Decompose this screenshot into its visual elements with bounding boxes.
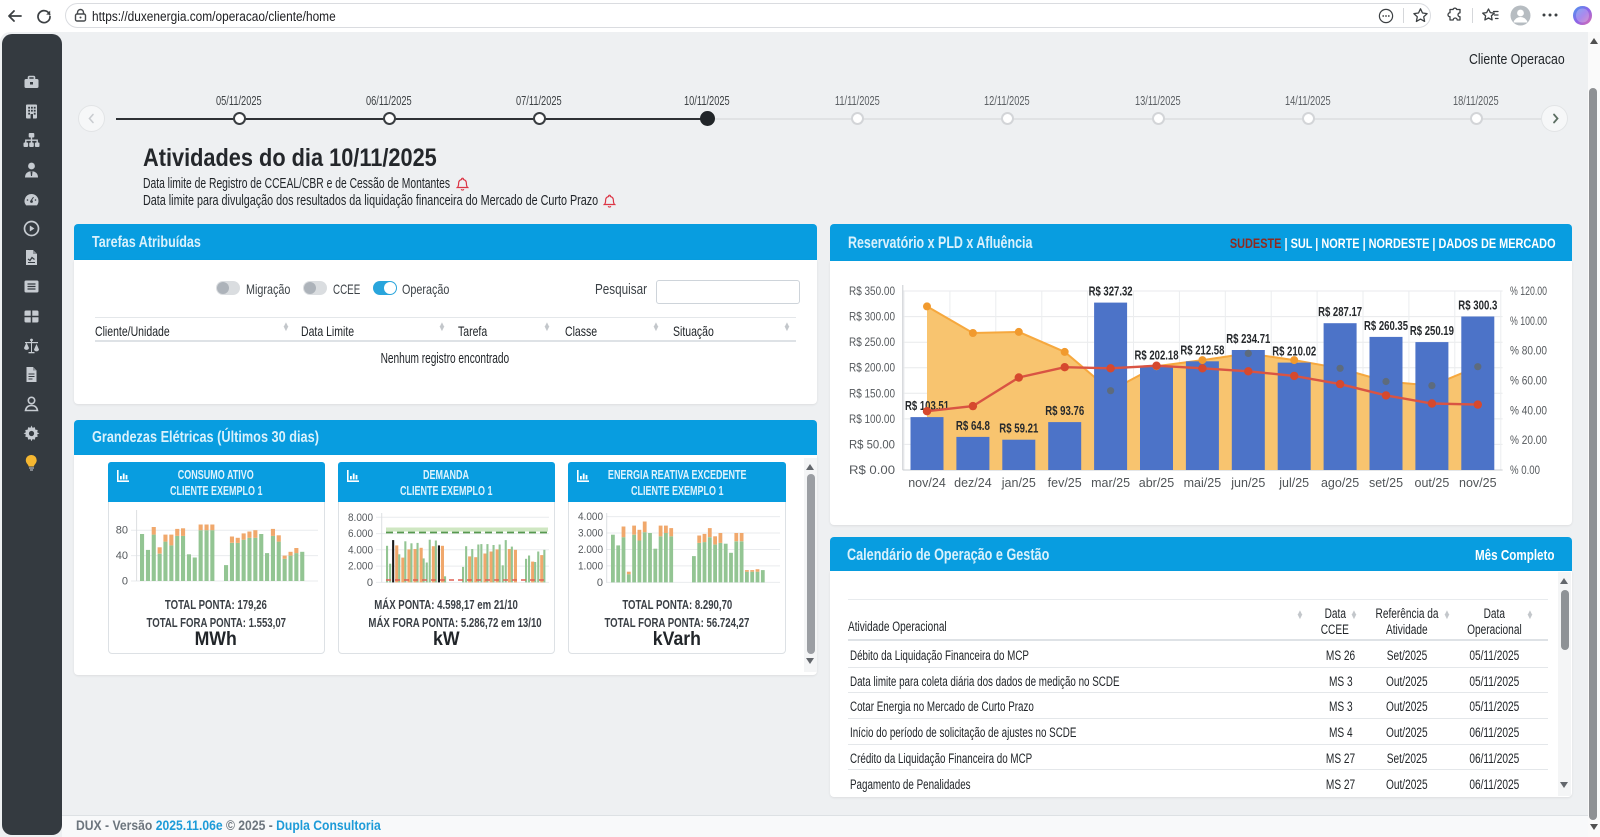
svg-text:R$ 350.00: R$ 350.00 — [849, 286, 895, 298]
svg-text:R$ 150.00: R$ 150.00 — [849, 388, 895, 400]
svg-text:% 0.00: % 0.00 — [1510, 465, 1540, 477]
svg-text:0: 0 — [122, 576, 128, 588]
svg-text:mar/25: mar/25 — [1091, 476, 1130, 490]
svg-text:R$ 250.00: R$ 250.00 — [849, 337, 895, 349]
svg-text:jan/25: jan/25 — [1001, 476, 1036, 490]
svg-text:R$ 234.71: R$ 234.71 — [1226, 332, 1270, 346]
svg-text:6.000: 6.000 — [348, 528, 373, 540]
svg-text:80: 80 — [116, 525, 128, 537]
svg-text:R$ 300.00: R$ 300.00 — [849, 312, 895, 324]
svg-text:R$ 59.21: R$ 59.21 — [999, 422, 1038, 436]
svg-text:40: 40 — [116, 550, 128, 562]
svg-text:mai/25: mai/25 — [1184, 476, 1222, 490]
svg-text:3.000: 3.000 — [578, 528, 603, 540]
svg-text:R$ 93.76: R$ 93.76 — [1045, 404, 1084, 418]
svg-text:2.000: 2.000 — [578, 544, 603, 556]
svg-text:ago/25: ago/25 — [1321, 476, 1359, 490]
svg-text:R$ 260.35: R$ 260.35 — [1364, 319, 1408, 333]
svg-text:2.000: 2.000 — [348, 561, 373, 573]
svg-text:% 20.00: % 20.00 — [1510, 435, 1547, 447]
svg-text:4.000: 4.000 — [348, 544, 373, 556]
svg-text:R$ 50.00: R$ 50.00 — [849, 439, 895, 451]
svg-text:nov/25: nov/25 — [1459, 476, 1497, 490]
svg-text:% 60.00: % 60.00 — [1510, 376, 1547, 388]
svg-text:R$ 250.19: R$ 250.19 — [1410, 324, 1454, 338]
svg-text:abr/25: abr/25 — [1139, 476, 1174, 490]
svg-text:out/25: out/25 — [1415, 476, 1450, 490]
svg-text:R$ 300.3: R$ 300.3 — [1458, 299, 1497, 313]
svg-text:R$ 100.00: R$ 100.00 — [849, 414, 895, 426]
svg-text:% 80.00: % 80.00 — [1510, 346, 1547, 358]
svg-text:nov/24: nov/24 — [908, 476, 946, 490]
svg-text:jun/25: jun/25 — [1230, 476, 1265, 490]
svg-text:4.000: 4.000 — [578, 511, 603, 523]
svg-text:R$ 212.58: R$ 212.58 — [1180, 343, 1224, 357]
svg-text:8.000: 8.000 — [348, 512, 373, 524]
svg-text:R$ 327.32: R$ 327.32 — [1089, 285, 1133, 299]
svg-text:1.000: 1.000 — [578, 560, 603, 572]
svg-text:set/25: set/25 — [1369, 476, 1403, 490]
svg-text:0: 0 — [367, 577, 373, 589]
svg-text:R$ 200.00: R$ 200.00 — [849, 363, 895, 375]
svg-text:fev/25: fev/25 — [1048, 476, 1082, 490]
svg-text:% 100.00: % 100.00 — [1510, 316, 1547, 328]
svg-text:R$ 287.17: R$ 287.17 — [1318, 305, 1362, 319]
svg-text:R$ 202.18: R$ 202.18 — [1135, 349, 1179, 363]
svg-text:R$ 210.02: R$ 210.02 — [1272, 345, 1316, 359]
svg-text:R$ 0.00: R$ 0.00 — [849, 465, 895, 477]
svg-text:% 40.00: % 40.00 — [1510, 405, 1547, 417]
svg-text:dez/24: dez/24 — [954, 476, 992, 490]
svg-text:R$ 64.8: R$ 64.8 — [956, 419, 990, 433]
svg-text:0: 0 — [597, 577, 603, 589]
svg-text:jul/25: jul/25 — [1278, 476, 1309, 490]
svg-text:% 120.00: % 120.00 — [1510, 286, 1547, 298]
